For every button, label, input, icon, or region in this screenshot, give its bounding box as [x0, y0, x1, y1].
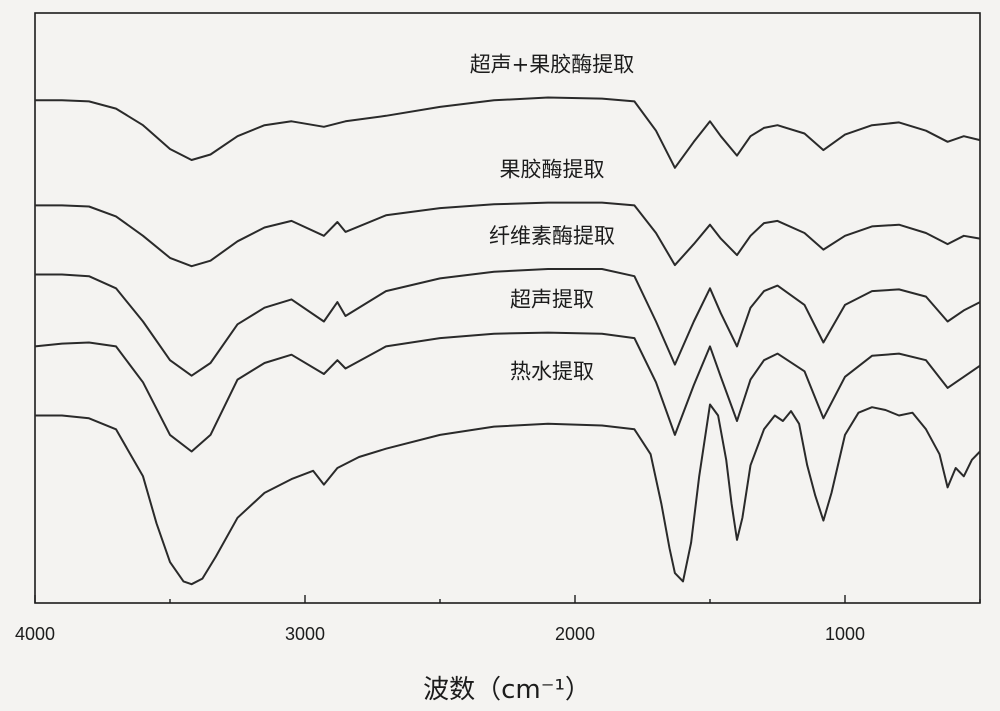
- series-line-5: [35, 403, 981, 586]
- plot-frame: [34, 12, 981, 604]
- series-label-2: 果胶酶提取: [500, 158, 605, 182]
- series-curves: [34, 96, 981, 586]
- x-axis-title: 波数（cm⁻¹）: [423, 675, 591, 705]
- series-line-1: [35, 96, 981, 169]
- series-label-1: 超声+果胶酶提取: [470, 53, 635, 77]
- series-label-5: 热水提取: [510, 360, 594, 384]
- series-line-3: [35, 268, 981, 377]
- series-label-3: 纤维素酶提取: [489, 224, 615, 248]
- series-line-2: [35, 201, 981, 268]
- x-tick-label-4: 1000: [825, 624, 865, 644]
- x-tick-label-2: 3000: [285, 624, 325, 644]
- series-line-4: [34, 331, 981, 453]
- x-tick-label-3: 2000: [555, 624, 595, 644]
- x-tick-label-1: 4000: [15, 624, 55, 644]
- series-label-4: 超声提取: [510, 288, 594, 312]
- x-axis-ticks: 4000 3000 2000 1000: [15, 595, 981, 644]
